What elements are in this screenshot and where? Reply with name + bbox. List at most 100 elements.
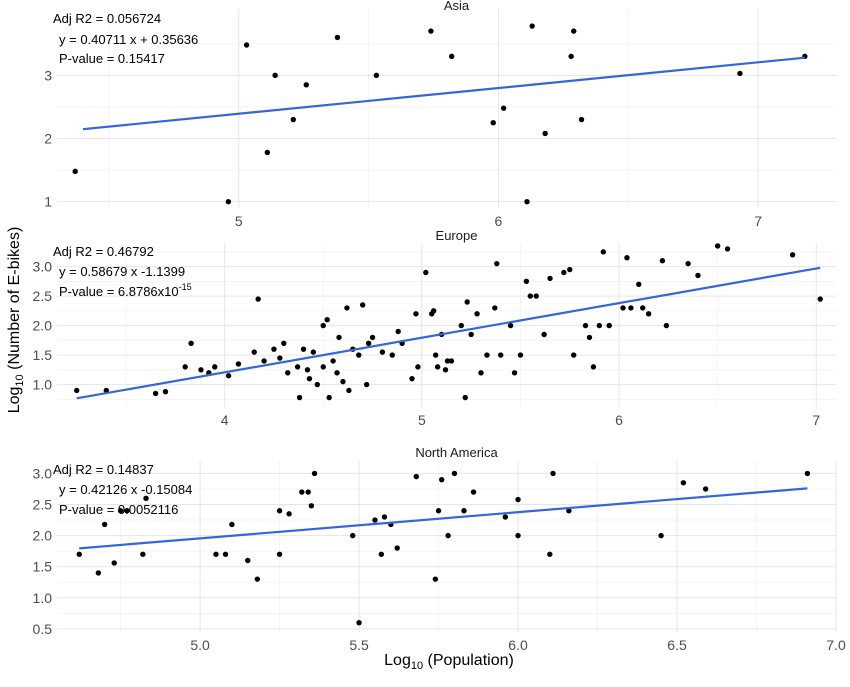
data-point [502, 514, 509, 520]
panels-layer: 5 6 7 1 2 3 Asia Adj R2 = 0.056724 y = 0.40711 x… [33, 0, 846, 653]
data-point [527, 293, 534, 299]
data-point [350, 532, 356, 539]
data-point [304, 367, 311, 373]
data-point [645, 311, 652, 317]
data-point [442, 367, 449, 373]
data-point [162, 388, 169, 395]
regression-line [82, 56, 805, 131]
data-point [363, 381, 370, 388]
y-axis-title-rest: (Number of E-bikes) [6, 227, 23, 375]
x-tick-label: 7 [754, 213, 762, 229]
y-tick-label: 1.5 [33, 559, 53, 575]
data-point [296, 394, 303, 401]
data-point [515, 532, 521, 539]
data-point [547, 551, 553, 557]
data-point [636, 281, 642, 287]
data-point [395, 328, 401, 335]
y-tick-label: 3.0 [33, 465, 53, 481]
data-point [547, 275, 553, 282]
data-point [389, 352, 395, 358]
x-tick-label: 5 [235, 213, 243, 229]
x-tick-label: 7 [812, 412, 820, 428]
data-point [213, 551, 219, 557]
data-point [72, 168, 78, 175]
data-point [286, 511, 292, 517]
data-point [448, 53, 455, 60]
data-point [222, 551, 229, 557]
data-point [517, 352, 524, 358]
y-axis-title-base: Log [6, 387, 23, 414]
panel-0: 5 6 7 1 2 3 Asia Adj R2 = 0.056724 y = 0.40711 x… [44, 0, 836, 229]
data-point [95, 570, 102, 576]
panel-1: 4 5 6 7 1.0 1.5 2.0 2.5 3.0 Europe Adj R2 = 0.4679… [33, 228, 836, 428]
y-tick-label: 2.5 [33, 497, 53, 513]
data-point [276, 551, 283, 557]
data-point [212, 364, 218, 370]
data-point [294, 364, 301, 370]
data-point [261, 358, 267, 364]
data-point [272, 72, 278, 79]
data-point [290, 116, 296, 123]
data-point [445, 532, 451, 539]
data-point [372, 517, 378, 523]
data-point [74, 387, 80, 394]
data-point [523, 278, 530, 285]
data-point [356, 619, 362, 626]
data-point [550, 470, 556, 477]
data-point [188, 340, 194, 346]
x-tick-label: 5.0 [190, 637, 210, 653]
data-point [243, 42, 250, 48]
x-axis-title-base: Log [384, 652, 411, 669]
y-tick-label: 1.0 [33, 590, 53, 606]
data-point [334, 34, 341, 41]
x-axis-title-subscript: 10 [411, 660, 423, 672]
data-point [507, 322, 514, 329]
data-point [344, 305, 350, 311]
data-point [659, 257, 666, 264]
data-point [663, 322, 670, 329]
data-point [484, 352, 490, 358]
x-tick-label: 6 [615, 412, 623, 428]
data-point [285, 370, 291, 376]
data-point [600, 249, 606, 255]
data-point [346, 387, 352, 394]
data-point [336, 334, 342, 341]
data-point [434, 364, 441, 370]
data-point [566, 508, 572, 514]
data-point [624, 255, 630, 261]
data-point [330, 358, 336, 364]
data-point [582, 322, 589, 329]
data-point [299, 489, 305, 495]
data-point [702, 486, 709, 492]
data-point [490, 120, 496, 126]
data-point [381, 514, 388, 520]
data-point [111, 560, 117, 566]
data-point [789, 252, 796, 258]
data-point [620, 305, 626, 311]
data-point [737, 70, 743, 77]
data-point [340, 378, 346, 385]
data-point [409, 375, 415, 382]
annot-p-value-main: P-value = 0.15417 [59, 51, 165, 66]
annot-equation: y = 0.42126 x -0.15084 [59, 482, 192, 497]
data-point [533, 293, 539, 299]
x-tick-label: 4 [221, 412, 229, 428]
data-point [264, 149, 271, 156]
data-point [359, 302, 366, 308]
data-point [470, 489, 477, 495]
data-point [369, 334, 376, 341]
data-point [255, 296, 261, 302]
data-point [714, 243, 721, 249]
data-point [356, 352, 362, 358]
data-point [515, 496, 521, 503]
annot-p-value-exponent: -15 [179, 282, 192, 292]
data-point [300, 346, 307, 352]
panel-title: Asia [444, 0, 470, 13]
data-point [804, 470, 811, 477]
data-point [394, 545, 400, 551]
annot-adj-r2: Adj R2 = 0.14837 [53, 462, 154, 477]
y-tick-label: 1 [44, 194, 52, 210]
y-tick-label: 2.5 [33, 288, 53, 304]
